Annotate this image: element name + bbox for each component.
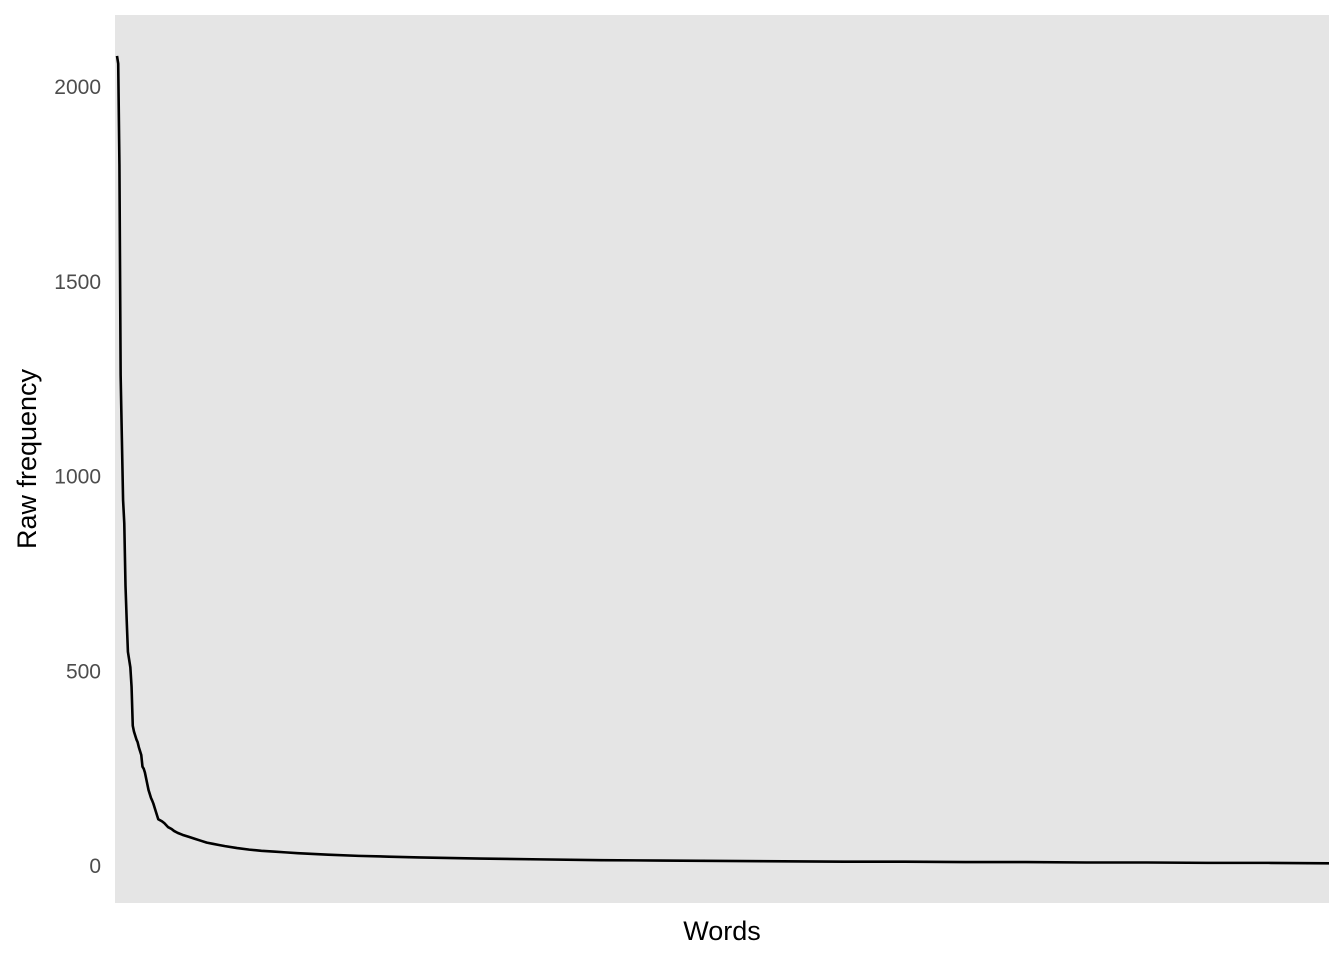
plot-panel [115,15,1329,903]
y-axis-title: Raw frequency [12,368,42,549]
y-tick-label-2000: 2000 [54,76,101,99]
x-axis-title: Words [683,916,761,946]
y-tick-label-1500: 1500 [54,271,101,294]
y-tick-label-500: 500 [66,660,101,683]
y-tick-label-0: 0 [89,855,101,878]
frequency-series-line [115,55,1330,865]
y-tick-label-1000: 1000 [54,466,101,489]
y-axis-ticks: 0 500 1000 1500 2000 [54,76,101,878]
